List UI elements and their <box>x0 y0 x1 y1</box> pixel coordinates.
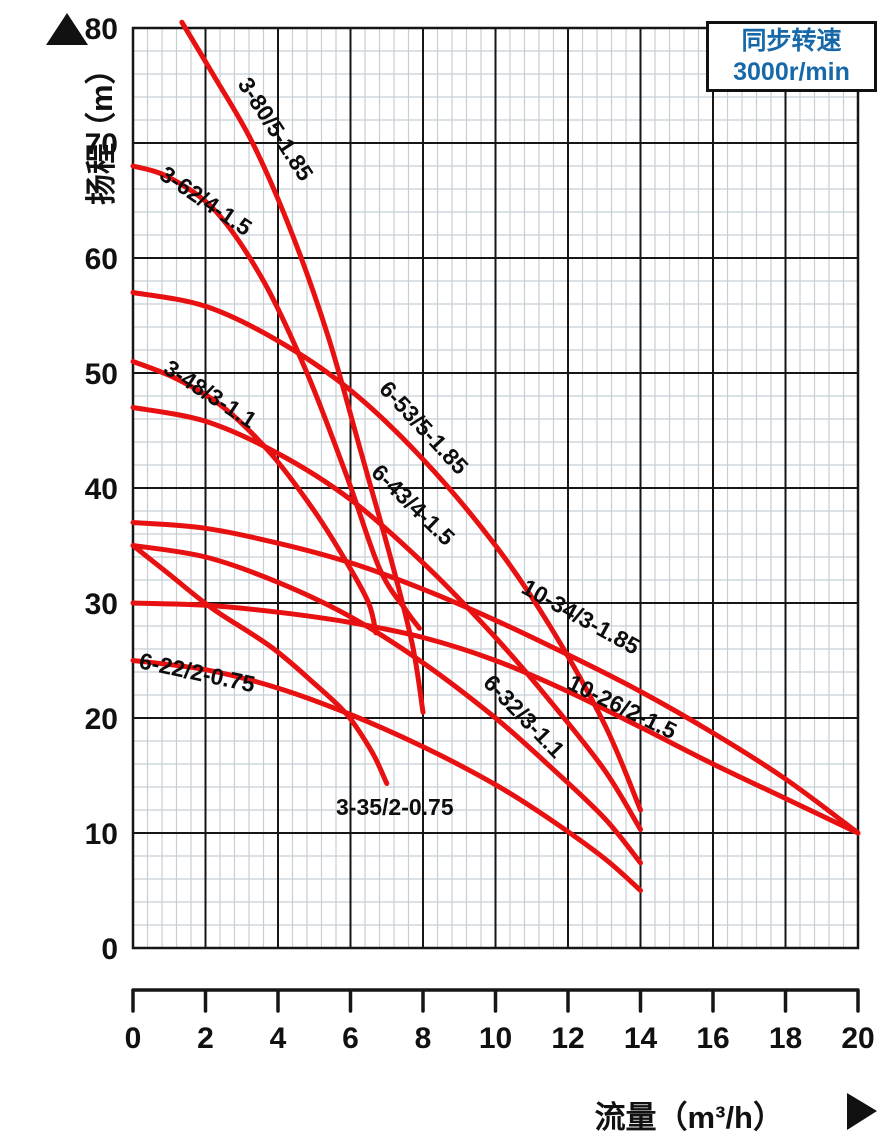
y-tick-label-20: 20 <box>85 703 118 736</box>
curve-label-6-22/2-0.75: 6-22/2-0.75 <box>137 647 258 697</box>
x-tick-label-16: 16 <box>696 1022 729 1055</box>
x-tick-label-18: 18 <box>769 1022 802 1055</box>
pump-curve-6-43/4-1.5 <box>130 405 643 832</box>
legend-box: 同步转速 3000r/min <box>706 21 877 92</box>
y-tick-label-0: 0 <box>101 933 118 966</box>
x-tick-label-2: 2 <box>197 1022 214 1055</box>
x-tick-label-20: 20 <box>841 1022 874 1055</box>
x-tick-label-8: 8 <box>415 1022 432 1055</box>
pump-curve-10-26/2-1.5 <box>130 600 861 836</box>
y-tick-label-60: 60 <box>85 243 118 276</box>
y-axis-up-arrow-icon <box>46 13 88 45</box>
plot-border <box>131 26 860 950</box>
x-tick-label-4: 4 <box>270 1022 287 1055</box>
x-axis-ruler <box>131 988 860 1013</box>
legend-speed-value: 3000r/min <box>733 57 850 86</box>
y-tick-label-10: 10 <box>85 818 118 851</box>
legend-speed-label: 同步转速 <box>741 26 842 55</box>
pump-curve-6-32/3-1.1 <box>130 543 643 866</box>
pump-curve-6-53/5-1.85 <box>130 290 643 813</box>
x-tick-label-0: 0 <box>125 1022 142 1055</box>
x-tick-label-12: 12 <box>551 1022 584 1055</box>
x-axis-right-arrow-icon <box>847 1093 877 1130</box>
pump-curve-6-22/2-0.75 <box>130 658 643 893</box>
y-tick-label-50: 50 <box>85 358 118 391</box>
pump-curve-3-35/2-0.75 <box>130 543 390 786</box>
y-tick-label-80: 80 <box>85 13 118 46</box>
x-tick-label-6: 6 <box>342 1022 359 1055</box>
curve-label-3-35/2-0.75: 3-35/2-0.75 <box>336 794 454 820</box>
x-axis-title: 流量（m³/h） <box>594 1100 784 1135</box>
y-tick-label-30: 30 <box>85 588 118 621</box>
y-axis-title-wrap: 扬程（m） <box>40 52 119 212</box>
curve-label-6-43/4-1.5: 6-43/4-1.5 <box>367 459 461 551</box>
pump-curve-3-62/4-1.5 <box>130 163 422 631</box>
x-tick-label-14: 14 <box>624 1022 658 1055</box>
pump-curve-3-48/3-1.1 <box>130 359 379 636</box>
pump-curve-10-34/3-1.85 <box>130 520 861 836</box>
y-axis-title: 扬程（m） <box>84 53 119 205</box>
y-tick-label-40: 40 <box>85 473 118 506</box>
y-tick-label-70: 70 <box>85 128 118 161</box>
x-tick-label-10: 10 <box>479 1022 512 1055</box>
